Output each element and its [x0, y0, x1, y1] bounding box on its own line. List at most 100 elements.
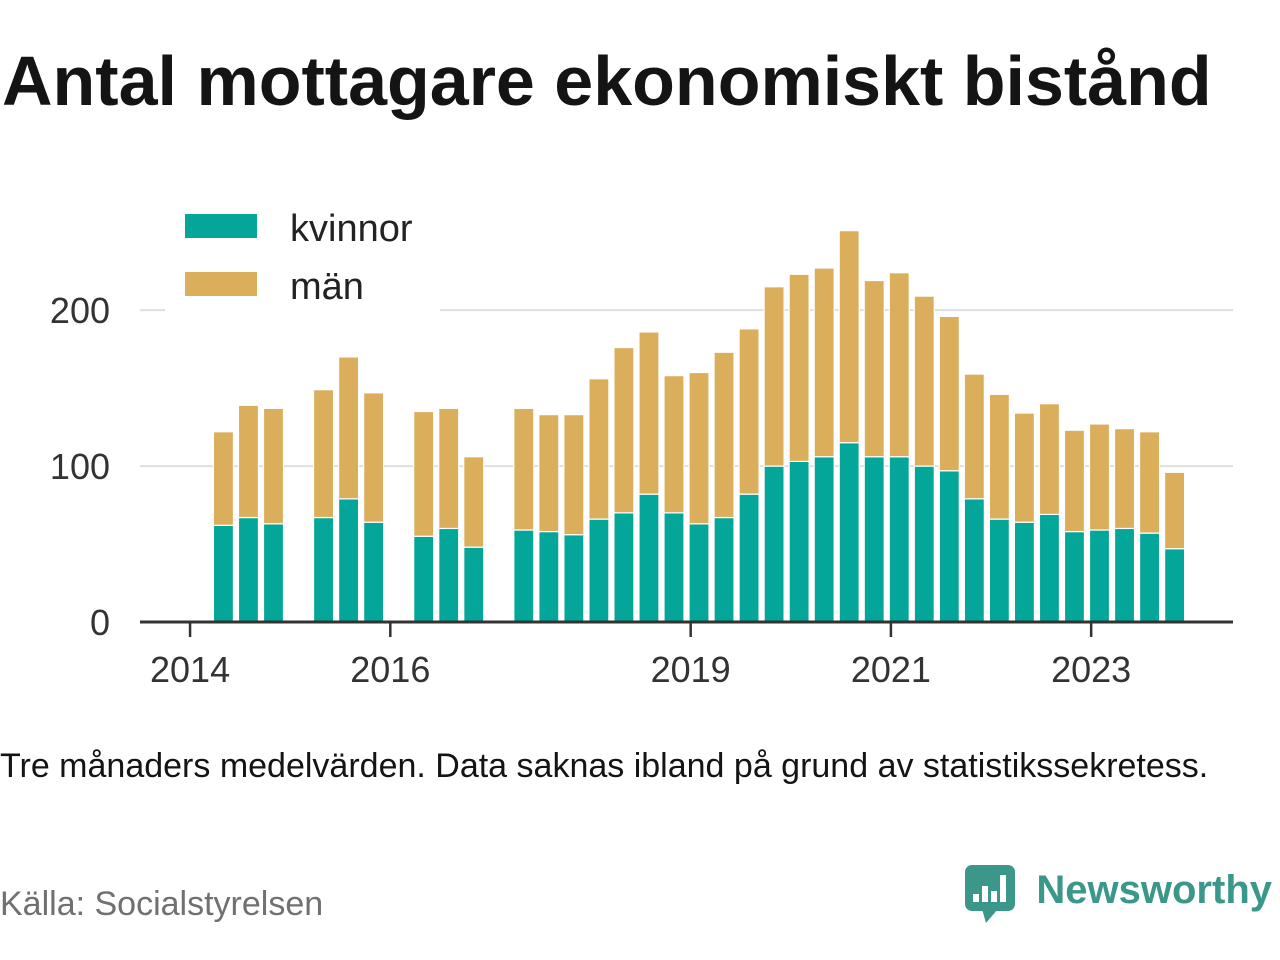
bar-kvinnor-2021-02 [888, 456, 910, 623]
bar-man-2016-08 [438, 407, 460, 530]
bar-man-2022-11 [1063, 429, 1086, 533]
bar-kvinnor-2014-08 [237, 516, 260, 623]
bar-man-2020-08 [838, 230, 860, 444]
bar-kvinnor-2020-11 [863, 456, 885, 623]
bar-kvinnor-2015-11 [363, 521, 385, 623]
bar-kvinnor-2022-05 [1013, 521, 1036, 623]
bar-man-2018-05 [613, 346, 635, 514]
y-tick-label-100: 100 [50, 446, 110, 487]
bar-man-2017-11 [563, 414, 585, 536]
bar-man-2019-11 [763, 286, 785, 467]
bar-man-2015-05 [312, 389, 335, 519]
logo-icon-bar [991, 891, 997, 902]
bar-man-2019-08 [738, 328, 760, 495]
bar-man-2016-11 [463, 456, 485, 548]
bar-man-2021-11 [963, 373, 985, 500]
chart-note: Tre månaders medelvärden. Data saknas ib… [0, 747, 1208, 785]
logo-icon-bubble [965, 865, 1015, 911]
bar-kvinnor-2023-05 [1113, 527, 1136, 623]
bar-kvinnor-2020-08 [838, 442, 860, 623]
bar-man-2022-08 [1038, 403, 1061, 516]
bar-kvinnor-2018-08 [638, 493, 660, 623]
bar-kvinnor-2018-11 [663, 512, 685, 623]
bar-kvinnor-2015-08 [337, 498, 360, 623]
logo-icon-pointer [982, 909, 998, 923]
bar-man-2023-08 [1138, 431, 1161, 534]
bar-man-2015-08 [337, 356, 360, 500]
logo-wordmark: Newsworthy [1036, 868, 1272, 912]
legend-swatch-man [185, 272, 257, 296]
bar-kvinnor-2016-11 [463, 546, 485, 623]
bar-kvinnor-2019-02 [688, 523, 710, 623]
bar-man-2020-02 [788, 273, 810, 462]
legend-label-kvinnor: kvinnor [290, 208, 413, 250]
bar-man-2021-02 [888, 272, 910, 458]
bar-man-2014-11 [262, 407, 285, 525]
bar-man-2016-05 [413, 410, 435, 537]
bar-kvinnor-2021-05 [913, 465, 935, 623]
bar-kvinnor-2017-11 [563, 534, 585, 623]
x-tick-label-2016: 2016 [350, 649, 430, 690]
bar-kvinnor-2022-08 [1038, 513, 1061, 623]
legend-swatch-kvinnor [185, 214, 257, 238]
legend: kvinnor män [165, 195, 440, 317]
bar-kvinnor-2016-05 [413, 535, 435, 623]
bar-kvinnor-2014-11 [262, 523, 285, 623]
bar-man-2023-11 [1163, 471, 1186, 550]
legend-label-man: män [290, 266, 364, 308]
bar-man-2019-05 [713, 351, 735, 519]
plot-area: kvinnor män 0 100 200 2014 2016 2019 2021 2023 [50, 195, 1233, 690]
logo-icon-bar [1000, 875, 1006, 902]
bar-man-2021-08 [938, 315, 960, 472]
x-tick-label-2021: 2021 [851, 649, 931, 690]
bar-kvinnor-2020-05 [813, 456, 835, 623]
bars [212, 230, 1186, 623]
chart-title: Antal mottagare ekonomiskt bistånd [2, 42, 1212, 120]
bar-man-2015-11 [363, 392, 385, 523]
bar-man-2022-05 [1013, 412, 1036, 523]
bar-kvinnor-2022-11 [1063, 530, 1086, 623]
x-tick-label-2014: 2014 [150, 649, 230, 690]
bar-kvinnor-2023-02 [1088, 529, 1111, 623]
logo-icon-bar [973, 894, 979, 902]
y-tick-label-0: 0 [90, 602, 110, 643]
bar-kvinnor-2023-11 [1163, 548, 1186, 623]
bar-man-2018-11 [663, 375, 685, 514]
bar-man-2020-11 [863, 279, 885, 458]
bar-man-2018-02 [588, 378, 610, 520]
y-tick-label-200: 200 [50, 290, 110, 331]
bar-man-2023-05 [1113, 428, 1136, 530]
source-credit: Källa: Socialstyrelsen [0, 885, 323, 923]
bar-kvinnor-2018-02 [588, 518, 610, 623]
bar-man-2017-05 [513, 407, 535, 531]
bar-kvinnor-2016-08 [438, 527, 460, 623]
bar-man-2014-08 [237, 404, 260, 519]
bar-man-2017-08 [538, 414, 560, 533]
newsworthy-logo-icon [965, 865, 1015, 923]
bar-kvinnor-2021-08 [938, 470, 960, 623]
newsworthy-logo: Newsworthy [965, 865, 1273, 923]
bar-kvinnor-2022-02 [988, 518, 1010, 623]
bar-man-2023-02 [1088, 423, 1111, 531]
bar-man-2020-05 [813, 267, 835, 458]
bar-kvinnor-2015-05 [312, 516, 335, 623]
bar-kvinnor-2019-08 [738, 493, 760, 623]
bar-kvinnor-2023-08 [1138, 532, 1161, 623]
bar-kvinnor-2017-08 [538, 530, 560, 623]
bar-man-2018-08 [638, 331, 660, 495]
bar-kvinnor-2020-02 [788, 460, 810, 623]
bar-man-2014-05 [212, 431, 235, 526]
bar-man-2022-02 [988, 393, 1010, 520]
bar-kvinnor-2014-05 [212, 524, 235, 623]
bar-man-2021-05 [913, 295, 935, 467]
x-tick-label-2023: 2023 [1051, 649, 1131, 690]
axes: 0 100 200 2014 2016 2019 2021 2023 [50, 290, 1233, 690]
bar-kvinnor-2018-05 [613, 512, 635, 623]
bar-man-2019-02 [688, 371, 710, 525]
bar-kvinnor-2021-11 [963, 498, 985, 623]
bar-kvinnor-2019-11 [763, 465, 785, 623]
logo-icon-bar [982, 886, 988, 902]
bar-kvinnor-2017-05 [513, 529, 535, 623]
bar-kvinnor-2019-05 [713, 516, 735, 623]
